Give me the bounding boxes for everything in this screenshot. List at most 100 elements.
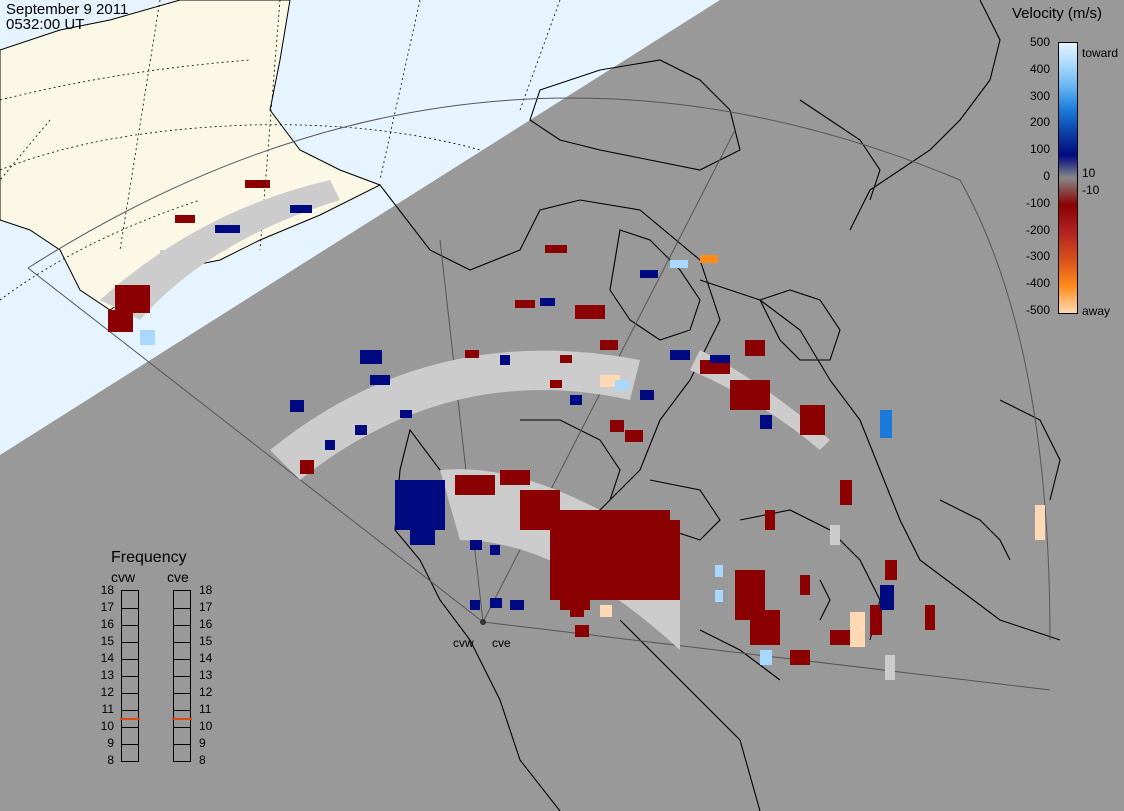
frequency-scale-label: 12 [100,685,114,699]
velocity-cell [745,340,765,356]
frequency-scale-label: 10 [100,719,114,733]
frequency-tick [174,608,190,609]
colorbar-tick-label: -300 [1025,249,1050,264]
velocity-cell [760,415,772,429]
velocity-cell [625,430,643,442]
velocity-cell [765,510,775,530]
velocity-cell [885,655,895,680]
frequency-scale-label: 9 [199,736,206,750]
frequency-tick [174,625,190,626]
frequency-scale-label: 16 [199,617,213,631]
frequency-scale-label: 18 [199,583,213,597]
frequency-scale-label: 18 [100,583,114,597]
frequency-tick [174,693,190,694]
frequency-tick [122,744,138,745]
frequency-tick [122,608,138,609]
velocity-cell [325,440,335,450]
frequency-tick [122,676,138,677]
velocity-cell [850,612,865,647]
frequency-tick [174,710,190,711]
threshold-negative-label: -10 [1082,183,1100,197]
colorbar-tick-label: 0 [1043,169,1050,183]
colorbar-tick-label: -100 [1025,195,1050,210]
away-label: away [1082,304,1111,318]
frequency-scale-label: 17 [100,600,114,614]
alaska-land [0,0,382,311]
radar-site-markers [480,619,486,625]
frequency-scale-label: 10 [199,719,213,733]
velocity-cell [1035,505,1045,540]
velocity-cell [355,425,367,435]
velocity-cell [715,565,723,577]
velocity-cell [395,480,445,530]
colorbar-tick-label: -200 [1025,222,1050,237]
velocity-cell [575,625,589,637]
colorbar-tick-label: 200 [1029,115,1050,130]
velocity-cell [615,380,629,390]
frequency-marker [120,717,140,720]
velocity-cell [560,355,572,363]
velocity-cell [640,520,680,600]
frequency-scale-label: 9 [107,736,114,750]
velocity-colorbar [1058,42,1078,314]
frequency-scale-label: 8 [107,753,114,767]
velocity-cell [400,410,412,418]
velocity-cell [550,380,562,388]
velocity-cell [760,650,772,665]
frequency-tick [174,676,190,677]
velocity-cell [830,630,850,645]
frequency-tick [122,693,138,694]
frequency-bar-cvw [120,590,140,762]
colorbar-tick-label: 500 [1029,35,1050,49]
velocity-cell [670,350,690,360]
velocity-cell [800,405,825,435]
velocity-cell [160,250,190,258]
alaska-land-patch [150,5,250,100]
velocity-cell [370,375,390,385]
frequency-title: Frequency [111,549,187,566]
frequency-tick [174,727,190,728]
velocity-cells [108,180,1045,680]
frequency-scale-label: 12 [199,685,213,699]
velocity-cell [640,390,654,400]
velocity-cell [290,205,312,213]
time-label: 0532:00 UT [6,16,85,33]
velocity-cell [710,355,730,363]
velocity-cell [500,355,510,365]
site-label-cvw: cvw [453,636,474,650]
velocity-cell [300,460,314,474]
velocity-cell [140,330,155,345]
velocity-cell [870,605,882,635]
frequency-scale-label: 13 [100,668,114,682]
frequency-scale-label: 8 [199,753,206,767]
velocity-cell [290,400,304,412]
velocity-cell [880,410,892,438]
colorbar-title: Velocity (m/s) [1012,5,1103,22]
velocity-cell [410,525,435,545]
velocity-cell [880,585,894,610]
frequency-scale-label: 14 [199,651,213,665]
velocity-cell [600,605,612,617]
colorbar-tick-label: -400 [1025,276,1050,291]
frequency-scale-label: 17 [199,600,213,614]
velocity-cell [500,470,530,485]
frequency-scale-label: 15 [199,634,213,648]
velocity-cell [830,525,840,545]
frequency-marker [172,717,192,720]
velocity-cell [215,225,240,233]
freq-radar-label-cvw: cvw [111,569,136,585]
toward-label: toward [1082,46,1119,60]
velocity-cell [640,270,658,278]
colorbar-tick-label: -500 [1025,303,1050,317]
velocity-cell [925,605,935,630]
velocity-cell [575,305,605,319]
frequency-scale-label: 16 [100,617,114,631]
frequency-scale-label: 11 [101,702,114,716]
velocity-cell [715,590,723,602]
frequency-scale-label: 11 [199,702,212,716]
frequency-scale-label: 13 [199,668,213,682]
velocity-cell [470,540,482,550]
frequency-tick [122,727,138,728]
